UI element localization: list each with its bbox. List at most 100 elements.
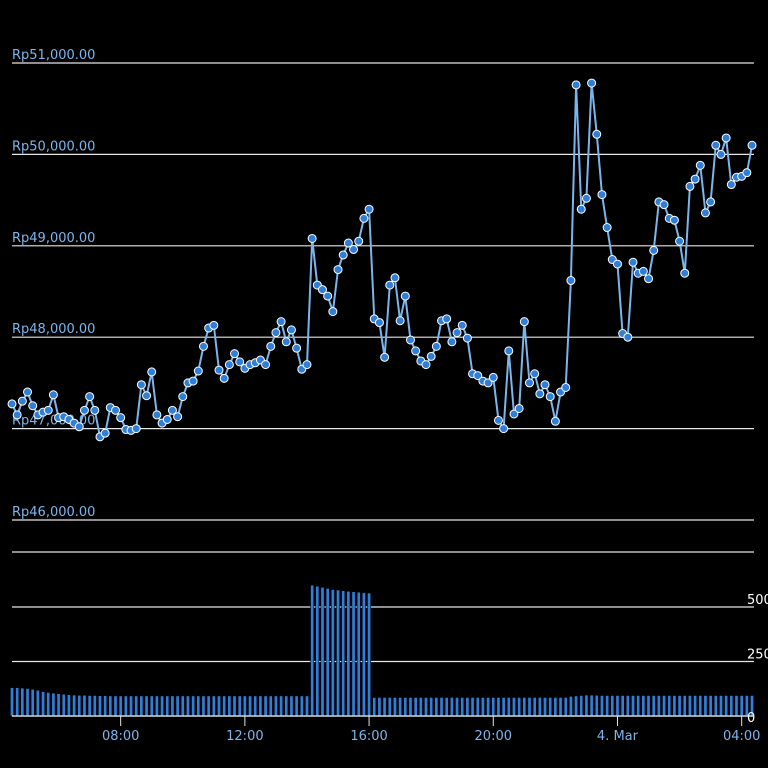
volume-bar: [594, 695, 599, 717]
price-point: [380, 352, 390, 362]
price-point: [711, 140, 721, 150]
price-point: [747, 140, 757, 150]
price-point: [421, 360, 431, 370]
volume-axis-labels: 0 250 500: [747, 593, 768, 726]
volume-bar: [548, 697, 553, 717]
price-point: [193, 366, 203, 376]
volume-bar: [196, 695, 201, 717]
volume-bar: [186, 695, 190, 717]
price-point: [504, 346, 514, 356]
price-point: [74, 422, 84, 432]
volume-bar: [217, 695, 221, 717]
price-point: [706, 197, 716, 207]
price-tick-label: Rp48,000.00: [12, 322, 95, 337]
volume-bar: [553, 697, 558, 717]
price-point: [442, 314, 452, 324]
volume-bar: [61, 693, 66, 717]
volume-bar: [336, 589, 340, 717]
price-point: [592, 129, 602, 139]
volume-bar: [475, 697, 480, 717]
volume-bar: [103, 695, 108, 717]
volume-bar: [719, 695, 723, 717]
volume-bar: [703, 695, 708, 717]
price-point: [602, 223, 612, 233]
x-tick-label: 20:00: [475, 729, 512, 744]
price-series: [7, 78, 757, 442]
volume-bar: [734, 695, 739, 717]
volume-bar: [372, 697, 377, 717]
price-point: [550, 416, 560, 426]
volume-bar: [589, 694, 594, 717]
volume-bar: [77, 695, 82, 717]
price-point: [307, 233, 317, 243]
volume-bar: [30, 689, 35, 717]
price-point: [426, 351, 436, 361]
volume-bar: [268, 695, 273, 717]
price-point: [493, 415, 503, 425]
volume-bar: [641, 695, 646, 717]
volume-bar: [211, 695, 216, 717]
volume-bar: [362, 592, 366, 717]
price-point: [721, 133, 731, 143]
price-point: [525, 378, 534, 388]
price-point: [431, 341, 441, 351]
price-point: [28, 401, 38, 411]
volume-bar: [341, 590, 346, 717]
volume-tick-label: 0: [747, 711, 755, 726]
price-point: [235, 357, 245, 367]
volume-bar: [144, 695, 149, 717]
volume-bar: [248, 695, 252, 717]
volume-bar: [46, 692, 51, 717]
volume-bar: [517, 697, 521, 717]
volume-bar: [294, 695, 299, 717]
volume-bar: [724, 695, 728, 717]
price-point: [483, 378, 493, 388]
price-point: [354, 236, 364, 246]
price-point: [142, 391, 152, 401]
price-point: [7, 399, 17, 409]
price-point: [48, 390, 58, 400]
price-tick-label: Rp51,000.00: [12, 48, 95, 63]
volume-bar: [299, 695, 304, 717]
volume-bar: [232, 695, 237, 717]
volume-bar: [253, 695, 258, 717]
price-line: [11, 82, 753, 439]
price-point: [690, 174, 700, 184]
volume-bar: [160, 695, 164, 717]
volume-bars: [10, 584, 754, 717]
price-point: [111, 405, 120, 415]
volume-bar: [470, 697, 475, 717]
volume-bar: [56, 693, 61, 717]
price-point: [571, 80, 581, 90]
volume-bar: [346, 591, 351, 717]
price-point: [131, 424, 141, 434]
volume-bar: [538, 697, 542, 717]
price-point: [452, 328, 462, 338]
volume-bar: [677, 695, 682, 717]
price-point: [390, 273, 400, 283]
volume-bar: [25, 688, 30, 717]
price-point: [405, 335, 415, 345]
x-axis: 08:00 12:00 16:00 20:00 4. Mar 04:00: [12, 715, 760, 744]
volume-bar: [279, 695, 283, 717]
volume-bar: [41, 691, 45, 717]
volume-bar: [237, 695, 242, 717]
volume-bar: [532, 697, 537, 717]
price-point: [462, 333, 472, 343]
volume-bar: [662, 695, 666, 717]
price-point: [17, 396, 27, 406]
price-point: [136, 380, 146, 390]
volume-bar: [201, 695, 206, 717]
price-point: [261, 360, 271, 370]
price-point: [659, 200, 669, 210]
price-point: [680, 268, 690, 278]
volume-bar: [729, 695, 734, 717]
price-point: [323, 291, 333, 301]
volume-bar: [191, 695, 195, 717]
volume-bar: [424, 697, 428, 717]
volume-bar: [651, 695, 656, 717]
volume-bar: [408, 697, 413, 717]
volume-bar: [527, 697, 532, 717]
volume-bar: [82, 695, 87, 717]
volume-bar: [486, 697, 490, 717]
